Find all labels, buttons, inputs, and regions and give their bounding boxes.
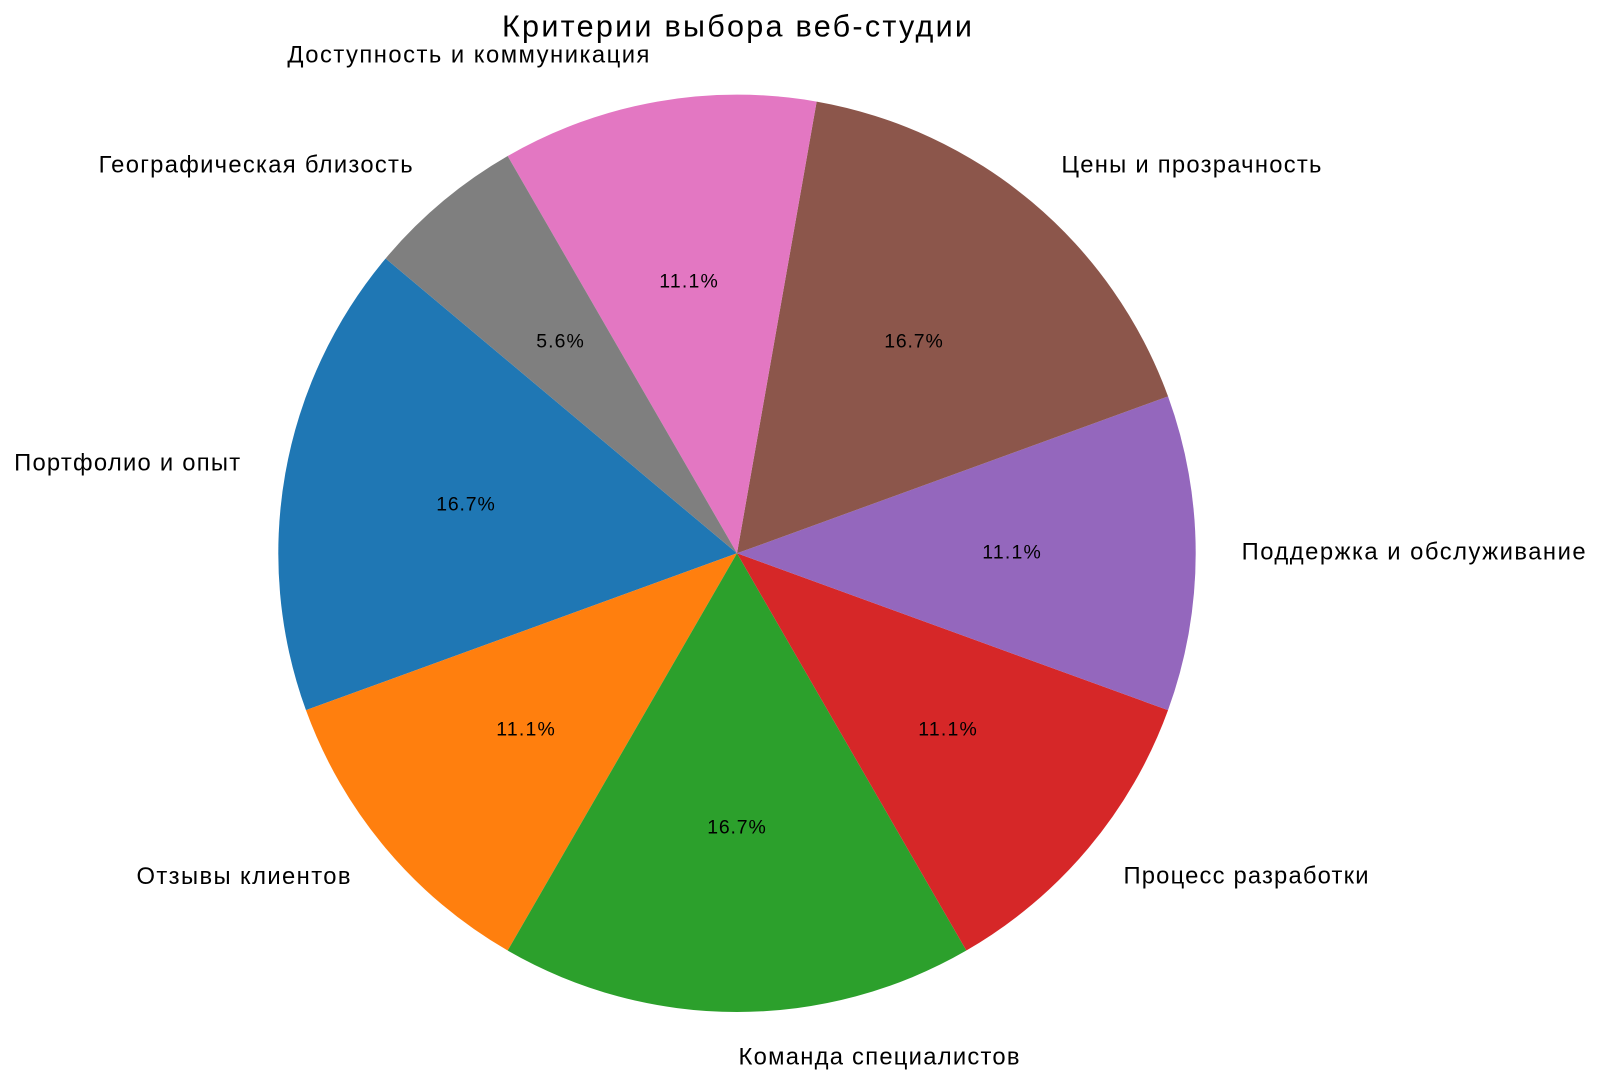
- svg-text:Доступность и коммуникация: Доступность и коммуникация: [287, 42, 649, 69]
- svg-text:5.6%: 5.6%: [536, 331, 584, 353]
- svg-text:16.7%: 16.7%: [884, 331, 943, 353]
- svg-text:11.1%: 11.1%: [659, 271, 718, 293]
- svg-text:Отзывы клиентов: Отзывы клиентов: [137, 863, 351, 890]
- svg-text:Команда специалистов: Команда специалистов: [739, 1044, 1020, 1071]
- svg-text:16.7%: 16.7%: [436, 494, 495, 516]
- svg-text:16.7%: 16.7%: [707, 817, 766, 839]
- svg-text:Портфолио и опыт: Портфолио и опыт: [14, 450, 240, 477]
- svg-text:Критерии выбора веб-студии: Критерии выбора веб-студии: [502, 10, 972, 44]
- svg-text:Процесс разработки: Процесс разработки: [1124, 862, 1369, 889]
- svg-text:Поддержка и обслуживание: Поддержка и обслуживание: [1242, 538, 1586, 565]
- svg-text:11.1%: 11.1%: [496, 719, 555, 741]
- svg-text:11.1%: 11.1%: [918, 719, 977, 741]
- svg-text:Географическая близость: Географическая близость: [99, 151, 413, 178]
- svg-text:11.1%: 11.1%: [982, 542, 1041, 564]
- svg-text:Цены и прозрачность: Цены и прозрачность: [1061, 152, 1321, 179]
